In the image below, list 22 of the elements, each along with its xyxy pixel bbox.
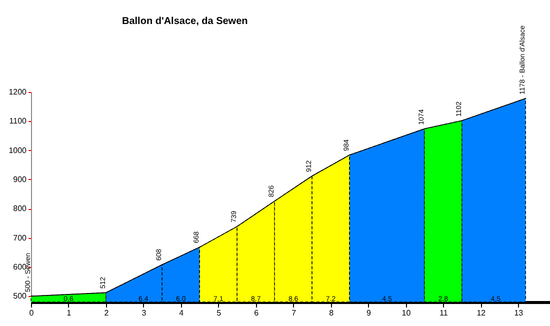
x-tick-label: 1 (66, 308, 72, 318)
x-tick-label: 5 (216, 308, 222, 318)
x-tick-label: 9 (366, 308, 372, 318)
x-tick-label: 2 (104, 308, 110, 318)
x-tick-label: 8 (329, 308, 334, 318)
y-tick-label: 800 (13, 204, 28, 214)
x-tick-label: 11 (440, 308, 448, 318)
chart-title: Ballon d'Alsace, da Sewen (122, 16, 248, 27)
y-tick-label: 1000 (8, 146, 28, 155)
x-tick-label: 6 (254, 308, 260, 318)
y-tick-label: 900 (13, 175, 28, 184)
x-tick-label: 0 (29, 308, 34, 318)
y-tick-label: 1200 (8, 88, 28, 96)
y-tick-label: 700 (13, 233, 28, 242)
x-tick-label: 3 (142, 308, 147, 318)
y-tick-label: 500 (13, 292, 28, 301)
x-tick-label: 7 (292, 308, 297, 318)
x-tick-label: 4 (179, 308, 184, 318)
x-tick-label: 12 (476, 308, 486, 318)
y-tick-label: 1100 (9, 116, 28, 126)
x-tick-label: 10 (402, 308, 412, 318)
x-tick-label: 13 (514, 308, 524, 318)
